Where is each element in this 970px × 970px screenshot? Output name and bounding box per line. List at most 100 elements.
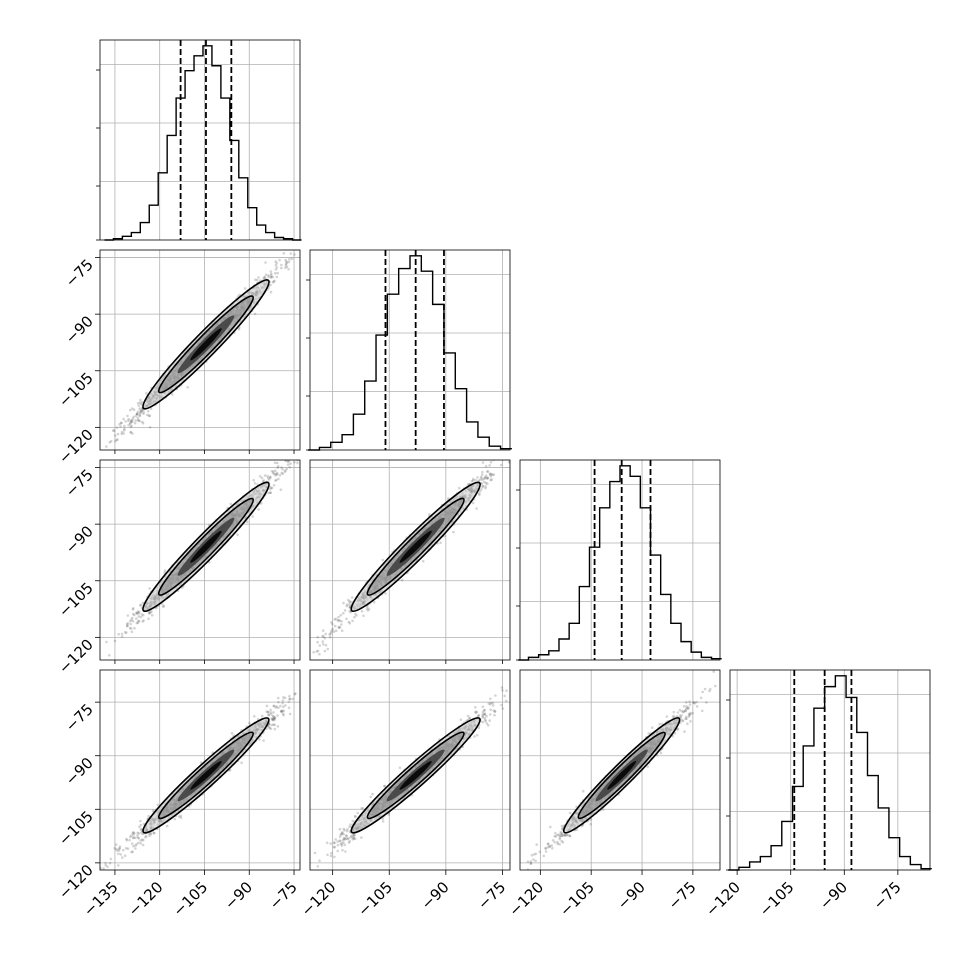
sample-point (138, 825, 141, 829)
sample-point (129, 619, 132, 623)
sample-point (266, 710, 270, 714)
sample-point (129, 431, 132, 434)
sample-point (305, 441, 308, 444)
sample-point (484, 481, 488, 485)
sample-point (117, 632, 120, 636)
sample-point (490, 478, 493, 481)
sample-point (499, 463, 503, 467)
density-panel-1-0 (105, 235, 316, 448)
sample-point (262, 739, 265, 742)
sample-point (366, 609, 370, 612)
sample-point (355, 614, 358, 617)
sample-point (482, 477, 486, 481)
sample-point (122, 432, 125, 435)
sample-point (332, 630, 336, 633)
sample-point (338, 626, 342, 629)
sample-point (275, 275, 279, 279)
sample-point (272, 470, 275, 473)
sample-point (109, 439, 113, 443)
sample-point (273, 461, 277, 465)
sample-point (138, 407, 141, 410)
sample-point (273, 718, 277, 721)
sample-point (148, 834, 151, 838)
sample-point (313, 235, 316, 238)
sample-point (271, 281, 275, 284)
sample-point (301, 656, 304, 659)
sample-point (141, 843, 145, 847)
sample-point (126, 624, 129, 628)
sample-point (260, 476, 264, 480)
sample-point (481, 461, 485, 464)
sample-point (348, 599, 352, 603)
sample-point (291, 673, 294, 676)
sample-point (131, 831, 135, 835)
sample-point (340, 620, 343, 623)
sample-point (481, 470, 484, 474)
sample-point (139, 828, 143, 831)
sample-point (291, 455, 294, 458)
sample-point (276, 465, 280, 468)
sample-point (268, 478, 271, 481)
contour-level-3 (190, 530, 222, 563)
sample-point (269, 486, 273, 490)
sample-point (263, 474, 267, 477)
sample-point (131, 836, 135, 840)
sample-point (112, 429, 116, 432)
sample-point (486, 476, 490, 480)
sample-point (471, 501, 475, 505)
sample-point (151, 809, 155, 812)
sample-point (478, 493, 481, 497)
sample-point (161, 605, 165, 608)
sample-point (329, 631, 333, 634)
sample-point (281, 472, 285, 476)
contour-level-3 (190, 328, 222, 361)
sample-point (330, 629, 334, 632)
sample-point (125, 624, 129, 628)
sample-point (322, 643, 325, 646)
sample-point (140, 410, 144, 413)
sample-point (118, 423, 121, 426)
histogram-2 (518, 465, 722, 661)
sample-point (269, 476, 272, 479)
sample-point (131, 608, 135, 611)
sample-point (277, 706, 280, 710)
sample-point (293, 692, 297, 696)
sample-point (275, 478, 278, 482)
sample-point (277, 696, 280, 700)
sample-point (135, 617, 138, 620)
sample-point (281, 686, 284, 689)
sample-point (142, 410, 145, 414)
sample-point (274, 472, 278, 476)
sample-point (109, 857, 113, 861)
sample-point (134, 847, 137, 850)
sample-point (284, 262, 288, 266)
sample-point (285, 460, 288, 463)
sample-point (310, 238, 313, 241)
sample-point (476, 476, 479, 479)
sample-point (337, 615, 340, 619)
sample-point (254, 278, 257, 282)
sample-point (148, 587, 151, 590)
sample-point (147, 617, 150, 621)
sample-point (342, 601, 345, 605)
sample-point (472, 477, 475, 481)
sample-point (480, 477, 483, 480)
sample-point (127, 423, 130, 427)
sample-point (267, 491, 270, 495)
sample-point (130, 850, 133, 854)
sample-point (484, 475, 487, 479)
sample-point (153, 831, 156, 835)
sample-point (296, 461, 299, 465)
sample-point (266, 474, 270, 478)
sample-point (130, 418, 133, 422)
sample-point (253, 482, 257, 485)
sample-point (136, 416, 140, 420)
sample-point (293, 461, 296, 464)
sample-point (253, 715, 256, 718)
sample-point (312, 651, 316, 654)
sample-point (115, 426, 119, 429)
sample-point (129, 421, 132, 425)
sample-point (276, 471, 279, 475)
sample-point (130, 618, 133, 621)
sample-point (243, 287, 247, 290)
